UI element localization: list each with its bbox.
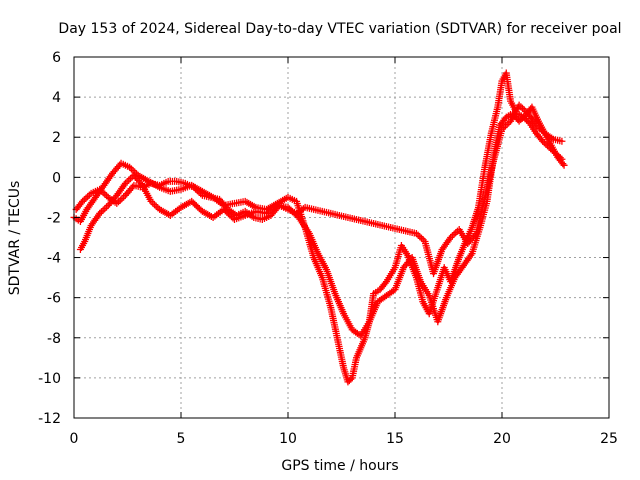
series-track-c [72, 101, 566, 278]
x-tick-label: 10 [279, 431, 297, 447]
x-axis-label: GPS time / hours [281, 458, 398, 474]
series-track-b [76, 103, 568, 340]
y-tick-label: 0 [52, 170, 61, 186]
y-tick-label: 6 [52, 50, 61, 66]
data-point [558, 137, 566, 145]
x-tick-label: 25 [600, 431, 618, 447]
data-points [70, 69, 568, 386]
y-tick-label: -4 [47, 251, 61, 267]
y-tick-label: -6 [47, 291, 61, 307]
chart-title: Day 153 of 2024, Sidereal Day-to-day VTE… [58, 21, 621, 37]
data-point [540, 139, 548, 147]
plot-frame [73, 56, 610, 419]
data-point [559, 160, 567, 168]
x-tick-label: 20 [493, 431, 511, 447]
data-point [542, 140, 550, 148]
data-point [515, 117, 523, 125]
x-tick-label: 0 [70, 431, 79, 447]
y-tick-label: -8 [47, 331, 61, 347]
x-tick-label: 15 [386, 431, 404, 447]
axis-ticks: 0 5 10 15 20 25 -12 -10 -8 -6 -4 -2 0 2 4 6 [38, 50, 618, 447]
data-point [539, 137, 547, 145]
data-point [523, 116, 531, 124]
y-tick-label: 2 [52, 130, 61, 146]
data-point [517, 116, 525, 124]
data-point [77, 199, 85, 207]
y-tick-label: -2 [47, 210, 61, 226]
data-point [381, 279, 389, 287]
data-point [347, 375, 355, 383]
y-tick-label: 4 [52, 90, 61, 106]
y-axis-label: SDTVAR / TECUs [7, 181, 23, 296]
data-point [518, 114, 526, 122]
x-tick-label: 5 [177, 431, 186, 447]
data-point [560, 161, 568, 169]
data-point [128, 183, 136, 191]
y-tick-label: -12 [38, 411, 61, 427]
y-tick-label: -10 [38, 371, 61, 387]
grid-lines [74, 57, 609, 418]
data-point [471, 231, 479, 239]
